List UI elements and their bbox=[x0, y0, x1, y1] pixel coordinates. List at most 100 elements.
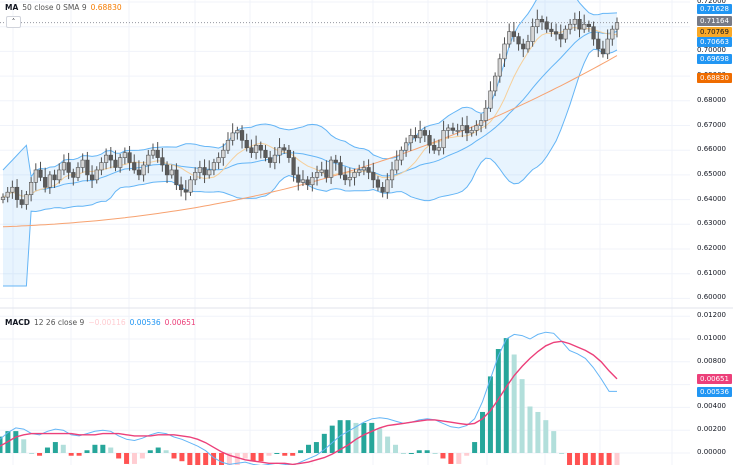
macd-histogram-bar bbox=[464, 453, 470, 456]
candle-body bbox=[366, 167, 371, 173]
candle-body bbox=[614, 22, 620, 30]
candle-body bbox=[568, 23, 573, 30]
candle-body bbox=[202, 167, 207, 176]
macd-histogram-bar bbox=[329, 425, 335, 453]
candle-body bbox=[582, 23, 587, 30]
candle-body bbox=[272, 154, 277, 163]
macd-histogram-bar bbox=[306, 444, 311, 453]
candle-body bbox=[493, 75, 498, 92]
macd-histogram-bar bbox=[179, 453, 185, 462]
macd-histogram-bar bbox=[353, 422, 359, 453]
candle-body bbox=[553, 31, 559, 35]
candle-body bbox=[230, 132, 235, 141]
candle-body bbox=[244, 140, 249, 149]
candle-body bbox=[408, 135, 413, 144]
candle-body bbox=[291, 157, 296, 176]
price-badge: 0.71164 bbox=[697, 16, 732, 26]
candle-body bbox=[14, 186, 20, 200]
candle-body bbox=[605, 38, 610, 55]
macd-histogram-bar bbox=[76, 453, 82, 456]
candle-body bbox=[403, 142, 409, 151]
candle-body bbox=[75, 167, 81, 178]
macd-histogram-bar bbox=[574, 453, 580, 465]
macd-histogram-bar bbox=[480, 411, 486, 453]
macd-histogram-bar bbox=[385, 436, 391, 453]
candle-body bbox=[361, 167, 367, 171]
candle-body bbox=[268, 157, 273, 163]
macd-histogram-bar bbox=[68, 453, 74, 456]
price-badge: 0.68830 bbox=[697, 73, 732, 83]
candle-body bbox=[235, 130, 240, 134]
candle-body bbox=[450, 127, 456, 131]
macd-histogram-bar bbox=[377, 428, 383, 453]
macd-histogram-bar bbox=[52, 442, 58, 453]
macd-histogram-bar bbox=[503, 338, 509, 453]
price-tick-label: 0.72000 bbox=[697, 0, 726, 5]
indicator-name: MA bbox=[5, 3, 19, 12]
macd-histogram-bar bbox=[298, 450, 304, 453]
macd-tick-label: 0.00400 bbox=[697, 402, 726, 411]
candle-body bbox=[460, 125, 465, 131]
macd-histogram-bar bbox=[567, 453, 573, 465]
macd-histogram-bar bbox=[432, 453, 438, 454]
macd-histogram-bar bbox=[250, 453, 256, 462]
macd-signal-line bbox=[0, 340, 618, 465]
macd-histogram-bar bbox=[424, 450, 430, 453]
candle-body bbox=[418, 130, 423, 139]
macd-histogram-bar bbox=[337, 420, 343, 453]
candle-body bbox=[258, 144, 263, 151]
macd-histogram-bar bbox=[266, 453, 272, 456]
macd-histogram-bar bbox=[116, 453, 122, 459]
candle-body bbox=[33, 169, 38, 183]
macd-params: 12 26 close 9 bbox=[34, 318, 85, 327]
candle-body bbox=[38, 169, 43, 178]
macd-histogram-bar bbox=[195, 453, 201, 465]
candle-body bbox=[488, 90, 493, 109]
macd-histogram-bar bbox=[535, 411, 541, 453]
candle-body bbox=[71, 172, 76, 178]
candle-body bbox=[132, 162, 137, 171]
macd-histogram-bar bbox=[448, 453, 454, 464]
candle-body bbox=[155, 149, 160, 158]
indicator-params: 50 close 0 SMA 9 bbox=[22, 3, 87, 12]
macd-histogram-bar bbox=[242, 453, 248, 459]
candle-body bbox=[211, 162, 217, 171]
candle-body bbox=[516, 36, 521, 45]
price-badge: 0.69698 bbox=[697, 54, 732, 64]
price-tick-label: 0.70000 bbox=[697, 46, 726, 55]
macd-histogram-bar bbox=[84, 450, 90, 453]
macd-histogram-bar bbox=[139, 453, 145, 459]
candle-body bbox=[47, 174, 52, 188]
macd-histogram-bar bbox=[408, 453, 414, 454]
candle-body bbox=[577, 18, 582, 30]
macd-histogram-bar bbox=[472, 442, 478, 453]
candle-body bbox=[207, 169, 212, 176]
macd-histogram-bar bbox=[171, 453, 177, 459]
candle-body bbox=[249, 147, 254, 153]
candle-body bbox=[216, 157, 221, 163]
bollinger-band-fill bbox=[3, 0, 617, 286]
candle-body bbox=[596, 38, 601, 50]
candle-body bbox=[511, 31, 516, 37]
candle-body bbox=[43, 177, 48, 188]
candle-body bbox=[399, 149, 404, 161]
macd-tick-label: 0.00000 bbox=[697, 448, 726, 456]
candle-body bbox=[221, 149, 226, 158]
candle-body bbox=[572, 18, 577, 25]
macd-histogram-bar bbox=[234, 453, 240, 465]
candle-body bbox=[483, 107, 488, 121]
candle-body bbox=[146, 154, 151, 166]
macd-histogram-bar bbox=[131, 453, 137, 464]
candle-body bbox=[389, 169, 395, 181]
ma9-line bbox=[2, 26, 618, 198]
candle-body bbox=[413, 135, 418, 139]
candle-body bbox=[85, 159, 90, 176]
macd-histogram-bar bbox=[456, 453, 462, 464]
candle-body bbox=[432, 144, 437, 151]
candle-body bbox=[343, 174, 348, 181]
collapse-legend-button[interactable]: ˄ bbox=[6, 16, 21, 28]
candle-body bbox=[99, 162, 104, 171]
price-tick-label: 0.65000 bbox=[697, 169, 726, 178]
macd-histogram-bar bbox=[345, 420, 351, 453]
